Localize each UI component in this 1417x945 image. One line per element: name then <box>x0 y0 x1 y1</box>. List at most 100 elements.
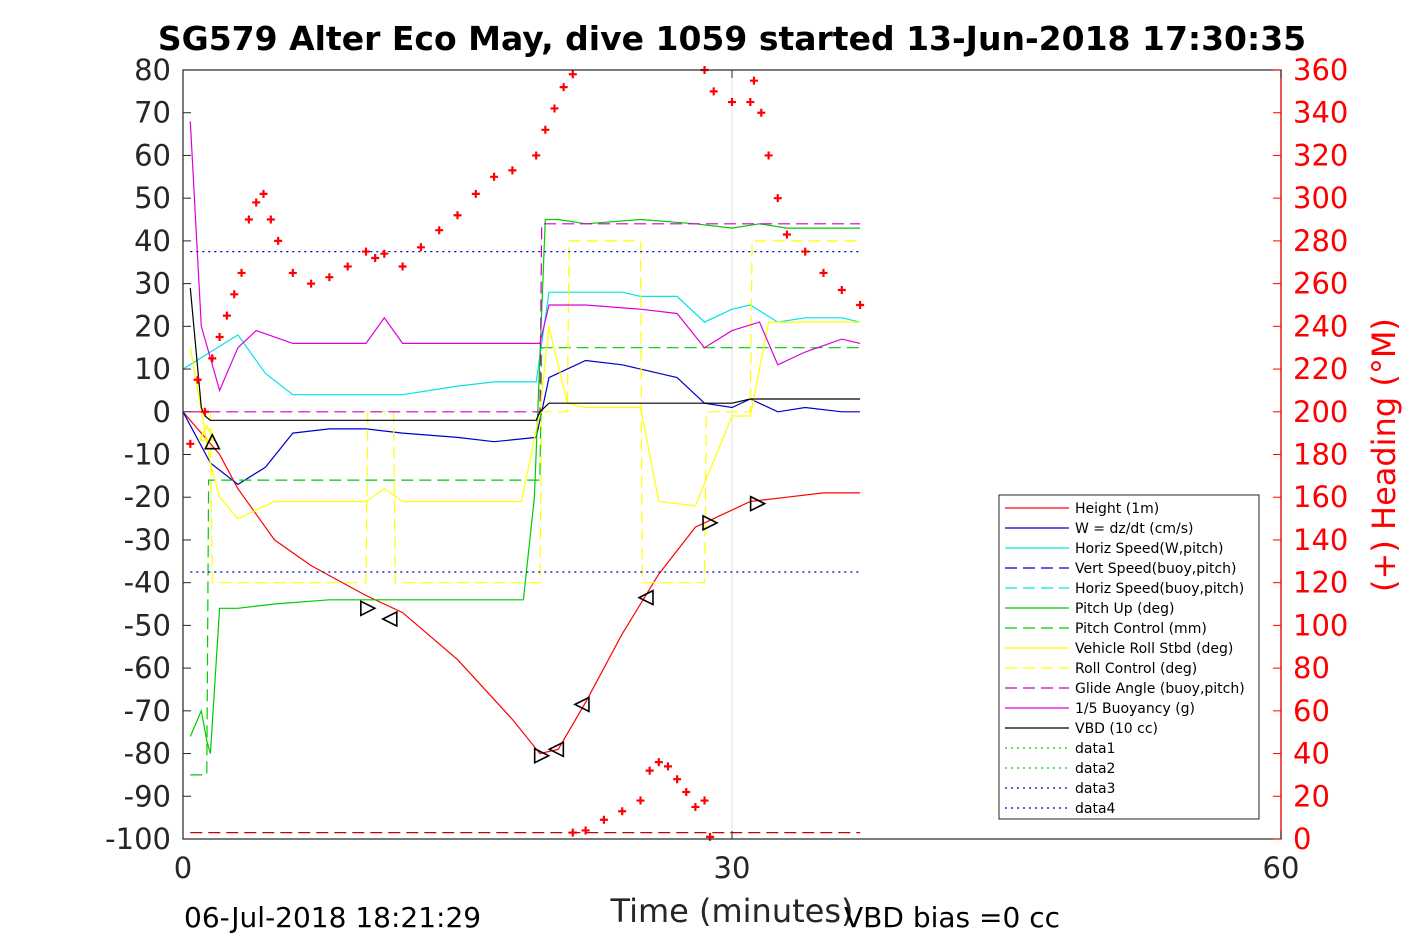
legend: Height (1m) W = dz/dt (cm/s) Horiz Speed(W… <box>998 494 1260 820</box>
right-tick-label: 320 <box>1293 138 1348 172</box>
heading-point <box>645 766 654 775</box>
heading-point <box>636 796 645 805</box>
left-tick-label: -30 <box>124 523 171 557</box>
series-line-horiz-speed-w-pitch <box>182 291 861 396</box>
segment-marker-left <box>547 740 565 758</box>
right-tick-label: 120 <box>1293 566 1348 600</box>
series-line-roll-control-deg <box>190 240 861 584</box>
left-tick-label: -90 <box>124 779 171 813</box>
legend-label: Horiz Speed(buoy,pitch) <box>1075 581 1244 597</box>
heading-point <box>371 253 380 262</box>
right-tick-label: 340 <box>1293 96 1348 130</box>
left-tick-label: 30 <box>134 267 171 301</box>
legend-label: W = dz/dt (cm/s) <box>1075 521 1194 537</box>
left-tick-label: -20 <box>124 480 171 514</box>
right-tick-label: 60 <box>1293 694 1330 728</box>
legend-label: Vehicle Roll Stbd (deg) <box>1075 641 1233 657</box>
segment-marker-left <box>637 589 654 606</box>
left-y-axis: 80 70 60 50 40 30 20 10 0 -10 -20 -30 -40 -50 -60 -70 -8… <box>105 53 191 856</box>
heading-point <box>568 70 577 79</box>
right-tick-label: 360 <box>1293 53 1348 87</box>
heading-point <box>471 189 480 198</box>
heading-point <box>307 279 316 288</box>
heading-point <box>532 151 541 160</box>
heading-point <box>237 268 246 277</box>
heading-point <box>193 375 202 384</box>
right-tick-label: 220 <box>1293 352 1348 386</box>
legend-label: data4 <box>1075 801 1116 817</box>
heading-point <box>325 273 334 282</box>
x-axis-label: Time (minutes) <box>610 892 854 930</box>
heading-point <box>837 286 846 295</box>
heading-point <box>435 226 444 235</box>
heading-point <box>266 215 275 224</box>
heading-point <box>453 211 462 220</box>
right-tick-label: 180 <box>1293 438 1348 472</box>
heading-point <box>215 333 224 342</box>
chart-title: SG579 Alter Eco May, dive 1059 started 1… <box>158 19 1306 58</box>
right-tick-label: 140 <box>1293 523 1348 557</box>
heading-point <box>856 300 865 309</box>
right-tick-label: 20 <box>1293 779 1330 813</box>
x-tick-label: 60 <box>1263 851 1300 885</box>
legend-label: VBD (10 cc) <box>1075 721 1158 737</box>
heading-point <box>728 98 736 107</box>
heading-point <box>746 98 755 107</box>
series-layer <box>182 66 865 841</box>
legend-label: Glide Angle (buoy,pitch) <box>1075 681 1245 697</box>
legend-label: 1/5 Buoyancy (g) <box>1075 701 1195 717</box>
heading-point <box>259 189 268 198</box>
legend-label: data1 <box>1075 741 1115 757</box>
right-tick-label: 40 <box>1293 737 1330 771</box>
legend-label: Roll Control (deg) <box>1075 661 1197 677</box>
heading-point <box>380 249 389 258</box>
x-tick-label: 30 <box>714 851 751 885</box>
series-line-height-1m <box>182 411 861 755</box>
heading-point <box>700 796 709 805</box>
segment-marker-right <box>533 747 551 764</box>
series-line-vbd-10-cc <box>189 287 861 421</box>
legend-label: Pitch Control (mm) <box>1075 621 1207 637</box>
heading-point <box>186 439 195 448</box>
marker-layer <box>198 424 767 764</box>
heading-point <box>343 262 352 271</box>
heading-point <box>550 104 559 113</box>
heading-point <box>819 268 828 277</box>
segment-marker-up <box>198 424 216 441</box>
heading-point <box>749 76 758 85</box>
left-tick-label: -70 <box>124 694 171 728</box>
heading-point <box>599 815 608 824</box>
segment-marker-right <box>360 600 377 617</box>
left-tick-label: 20 <box>134 309 171 343</box>
heading-point <box>398 262 407 271</box>
heading-point <box>682 788 691 797</box>
right-tick-label: 280 <box>1293 224 1348 258</box>
heading-point <box>416 243 425 252</box>
left-tick-label: -80 <box>124 737 171 771</box>
series-line-w-dz-dt-cm-s <box>182 359 861 486</box>
left-tick-label: -40 <box>124 566 171 600</box>
left-tick-label: -100 <box>105 822 171 856</box>
left-tick-label: 80 <box>134 53 171 87</box>
heading-point <box>782 230 791 239</box>
heading-point <box>801 247 810 256</box>
heading-point <box>618 807 627 816</box>
right-tick-label: 160 <box>1293 480 1348 514</box>
segment-marker-right <box>702 514 719 532</box>
heading-point <box>541 125 550 134</box>
footer-vbd-bias: VBD bias =0 cc <box>844 901 1060 934</box>
right-axis-label: (+) Heading (°M) <box>1365 318 1403 592</box>
x-tick-label: 0 <box>174 851 192 885</box>
footer-timestamp: 06-Jul-2018 18:21:29 <box>184 901 481 934</box>
right-tick-label: 300 <box>1293 181 1348 215</box>
right-tick-label: 260 <box>1293 267 1348 301</box>
legend-label: Horiz Speed(W,pitch) <box>1075 541 1223 557</box>
series-line-1-5-buoyancy-g <box>189 121 861 393</box>
heading-point <box>654 758 663 767</box>
series-line-pitch-control-mm <box>190 347 861 776</box>
heading-point <box>222 311 231 320</box>
series-line-glide-angle-buoy-pitch <box>190 223 861 413</box>
heading-point <box>673 775 682 784</box>
right-y-axis: 3603403203002802602402202001801601401201… <box>1273 53 1348 856</box>
